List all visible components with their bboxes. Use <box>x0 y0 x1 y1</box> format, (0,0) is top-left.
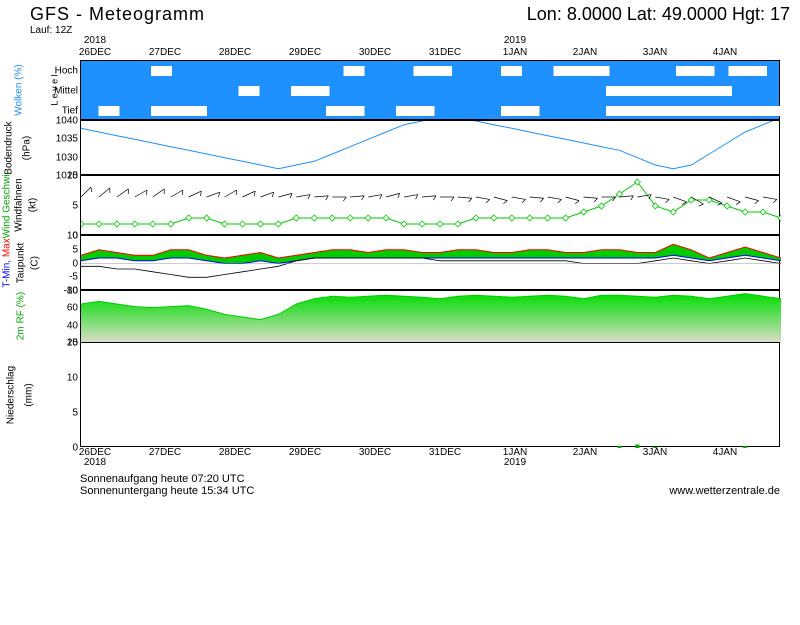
y-axis-label: 2m RF (%) <box>16 276 27 356</box>
day-label: 1JAN <box>503 47 527 58</box>
day-label-bottom: 27DEC <box>149 447 181 458</box>
y-tick: 0 <box>72 258 78 269</box>
day-label-bottom: 1JAN <box>503 447 527 458</box>
attribution: www.wetterzentrale.de <box>669 485 780 497</box>
chart-panel: T-Min, MaxTaupunkt(C)-10-50510 <box>80 235 780 290</box>
y-tick: 80 <box>67 286 78 297</box>
y-tick: 10 <box>67 231 78 242</box>
y-tick: 10 <box>67 373 78 384</box>
y-tick: 1040 <box>56 116 78 127</box>
day-label: 26DEC <box>79 47 111 58</box>
chart-panel: Niederschlag(mm)051015 <box>80 342 780 447</box>
sunrise-text: Sonnenaufgang heute 07:20 UTC <box>80 473 254 485</box>
year-label: 2018 <box>84 35 106 46</box>
sunset-text: Sonnenuntergang heute 15:34 UTC <box>80 485 254 497</box>
y-tick: 0 <box>72 443 78 454</box>
location-info: Lon: 8.0000 Lat: 49.0000 Hgt: 17 <box>527 4 790 25</box>
y-tick: 15 <box>67 338 78 349</box>
day-label: 29DEC <box>289 47 321 58</box>
y-tick: 1030 <box>56 152 78 163</box>
day-label: 3JAN <box>643 47 667 58</box>
y-tick: 5 <box>72 408 78 419</box>
chart-panel: Wolken (%)HochMittelTiefL e v e l <box>80 60 780 120</box>
year-label: 2019 <box>504 35 526 46</box>
day-label: 28DEC <box>219 47 251 58</box>
day-label: 31DEC <box>429 47 461 58</box>
day-label: 27DEC <box>149 47 181 58</box>
y-tick: 60 <box>67 303 78 314</box>
day-label-bottom: 3JAN <box>643 447 667 458</box>
y-axis-label: Niederschlag <box>6 355 17 435</box>
y-tick: 40 <box>67 320 78 331</box>
day-label: 2JAN <box>573 47 597 58</box>
day-label-bottom: 2JAN <box>573 447 597 458</box>
main-title: GFS - Meteogramm <box>30 4 205 25</box>
day-label-bottom: 26DEC <box>79 447 111 458</box>
chart-panel: Wind Geschwi.Windfahnen(kt)0510 <box>80 175 780 235</box>
chart-panel: Bodendruck(hPa)1025103010351040 <box>80 120 780 175</box>
y-tick: -5 <box>69 272 78 283</box>
day-label-bottom: 29DEC <box>289 447 321 458</box>
day-label-bottom: 31DEC <box>429 447 461 458</box>
day-label: 4JAN <box>713 47 737 58</box>
day-label: 30DEC <box>359 47 391 58</box>
day-label-bottom: 30DEC <box>359 447 391 458</box>
day-label-bottom: 4JAN <box>713 447 737 458</box>
y-tick: 1035 <box>56 134 78 145</box>
y-tick: 5 <box>72 244 78 255</box>
chart-panel: 2m RF (%)20406080 <box>80 290 780 342</box>
day-label-bottom: 28DEC <box>219 447 251 458</box>
